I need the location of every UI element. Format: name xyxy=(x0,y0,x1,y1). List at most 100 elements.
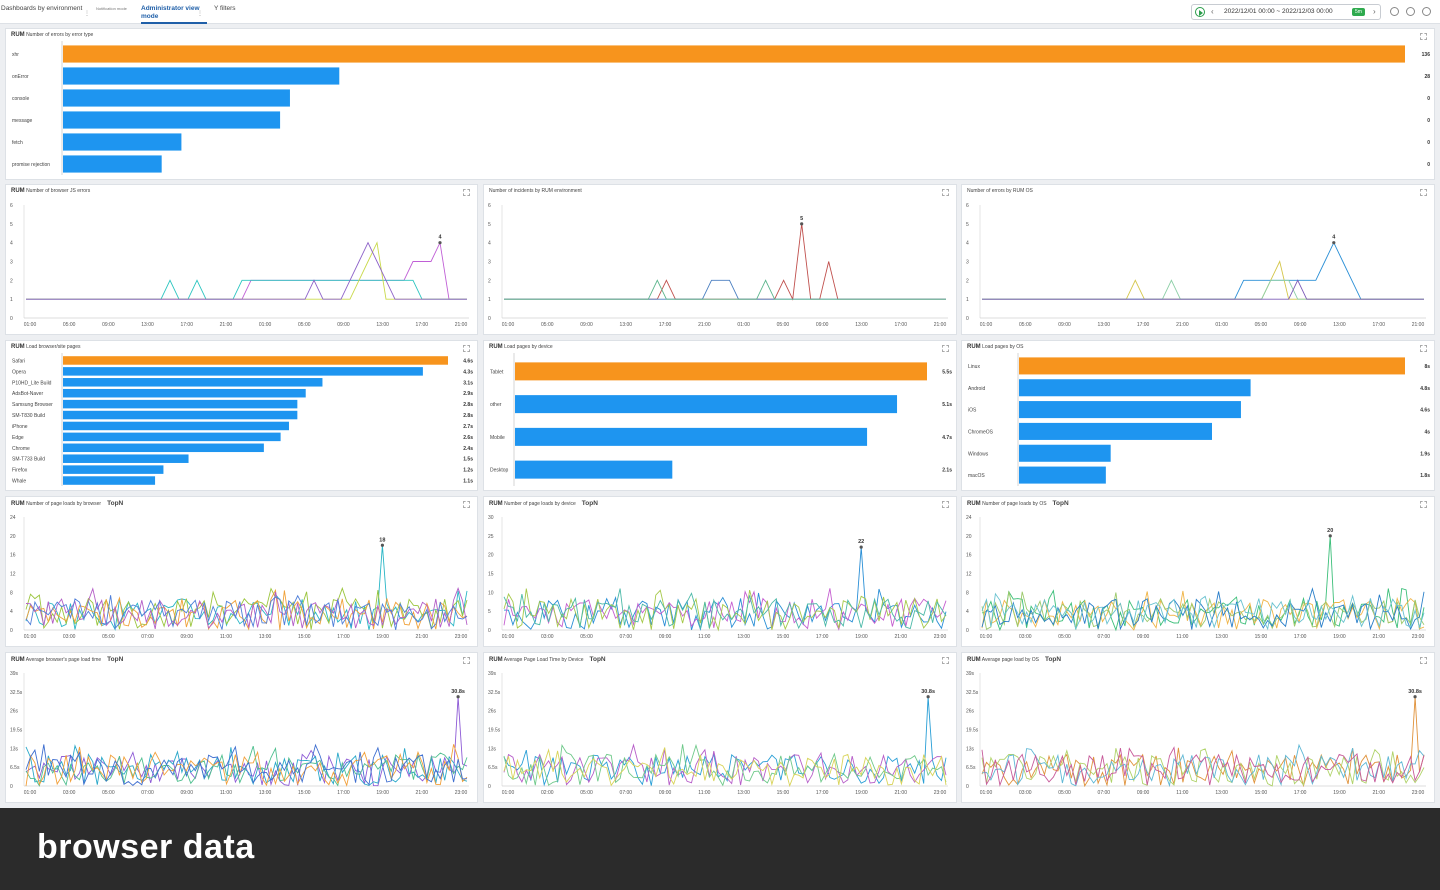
y-tick-label: 1 xyxy=(10,297,13,303)
category-label: Safari xyxy=(12,358,25,364)
y-tick-label: 12 xyxy=(966,572,972,578)
category-label: onError xyxy=(12,74,29,80)
tab-notification-mode[interactable]: Notification mode xyxy=(96,6,127,11)
y-tick-label: 30 xyxy=(488,515,494,521)
y-tick-label: 13s xyxy=(966,746,975,752)
topn-label[interactable]: TopN xyxy=(589,656,606,663)
y-tick-label: 4 xyxy=(10,609,13,615)
top-bar: Dashboards by environment ⋮ Notification… xyxy=(0,0,1440,24)
tab-more-icon[interactable]: ⋮ xyxy=(197,11,203,17)
y-tick-label: 5 xyxy=(966,222,969,228)
expand-icon[interactable] xyxy=(1420,501,1427,508)
x-tick-label: 09:00 xyxy=(337,322,350,328)
x-tick-label: 15:00 xyxy=(1255,634,1268,640)
category-label: promise rejection xyxy=(12,162,50,168)
series-line xyxy=(25,743,468,786)
refresh-icon[interactable] xyxy=(1406,7,1415,16)
chart-errors-by-os: 0 1 2 3 4 5 6 01:00 05:00 09:00 13:00 17:00 21:00 01:… xyxy=(966,203,1426,328)
topn-label[interactable]: TopN xyxy=(581,500,598,507)
y-tick-label: 4 xyxy=(966,241,969,247)
y-tick-label: 0 xyxy=(966,784,969,790)
more-icon[interactable] xyxy=(1422,7,1431,16)
topn-label[interactable]: TopN xyxy=(107,656,124,663)
expand-icon[interactable] xyxy=(1420,345,1427,352)
chart-incidents-by-env: 0 1 2 3 4 5 6 01:00 05:00 09:00 13:00 17:00 21:00 01:… xyxy=(488,203,948,328)
x-tick-label: 07:00 xyxy=(1098,790,1111,796)
expand-icon[interactable] xyxy=(1420,189,1427,196)
x-tick-label: 07:00 xyxy=(141,790,154,796)
y-tick-label: 19.5s xyxy=(966,728,979,734)
x-tick-label: 23:00 xyxy=(1412,634,1425,640)
series-line xyxy=(26,241,467,300)
expand-icon[interactable] xyxy=(1420,657,1427,664)
expand-icon[interactable] xyxy=(1420,33,1427,40)
x-tick-label: 23:00 xyxy=(455,790,468,796)
expand-icon[interactable] xyxy=(463,501,470,508)
x-tick-label: 17:00 xyxy=(1294,790,1307,796)
x-tick-label: 05:00 xyxy=(1019,322,1032,328)
tab-dashboards-by-environment[interactable]: Dashboards by environment xyxy=(1,5,83,12)
series-line xyxy=(25,588,468,631)
expand-icon[interactable] xyxy=(463,657,470,664)
tab-administrator-view-mode[interactable]: Administrator view mode xyxy=(141,0,207,24)
y-tick-label: 20 xyxy=(488,553,494,559)
x-tick-label: 17:00 xyxy=(1372,322,1385,328)
series-line xyxy=(25,594,468,630)
peak-value-label: 4 xyxy=(438,235,442,241)
time-range-text[interactable]: 2022/12/01 00:00 ~ 2022/12/03 00:00 xyxy=(1224,8,1333,15)
category-label: Chrome xyxy=(12,446,30,452)
series-line xyxy=(503,696,947,787)
category-label: Linux xyxy=(968,364,980,370)
y-tick-label: 5 xyxy=(488,222,491,228)
category-label: other xyxy=(490,402,502,408)
expand-icon[interactable] xyxy=(942,501,949,508)
y-tick-label: 0 xyxy=(10,316,13,322)
bar-value-label: 2.7s xyxy=(463,424,473,430)
x-tick-label: 11:00 xyxy=(698,790,710,796)
bar xyxy=(1019,422,1212,440)
live-interval-badge[interactable]: 5m xyxy=(1352,8,1365,16)
expand-icon[interactable] xyxy=(942,345,949,352)
y-tick-label: 15 xyxy=(488,572,494,578)
bar-value-label: 2.9s xyxy=(463,391,473,397)
expand-icon[interactable] xyxy=(463,189,470,196)
topn-label[interactable]: TopN xyxy=(107,500,124,507)
x-tick-label: 09:00 xyxy=(102,322,115,328)
x-tick-label: 17:00 xyxy=(337,790,350,796)
x-tick-label: 13:00 xyxy=(855,322,868,328)
x-tick-label: 05:00 xyxy=(777,322,790,328)
series-line xyxy=(25,587,468,630)
peak-value-label: 5 xyxy=(800,216,803,222)
peak-value-label: 20 xyxy=(1327,528,1333,534)
chevron-left-icon[interactable]: ‹ xyxy=(1211,7,1214,16)
category-label: Desktop xyxy=(490,468,509,474)
topn-label[interactable]: TopN xyxy=(1052,500,1069,507)
peak-marker xyxy=(926,695,930,699)
time-range-picker[interactable]: ‹ 2022/12/01 00:00 ~ 2022/12/03 00:00 5m… xyxy=(1191,4,1381,20)
y-tick-label: 32.5s xyxy=(10,690,23,696)
x-tick-label: 07:00 xyxy=(1098,634,1111,640)
series-line xyxy=(981,743,1425,788)
chart-count-by-os: 0 4 8 12 16 20 24 01:00 03:00 05:00 07:00 09:00 11:0… xyxy=(966,515,1426,640)
chevron-right-icon[interactable]: › xyxy=(1373,7,1376,16)
tab-filters[interactable]: Y filters xyxy=(214,5,236,12)
x-tick-label: 11:00 xyxy=(1176,634,1188,640)
topn-label[interactable]: TopN xyxy=(1044,656,1062,663)
category-label: iOS xyxy=(968,408,977,414)
panel-title: RUM Load browser/site pages xyxy=(11,344,81,350)
chart-errors-by-browser: 0 1 2 3 4 5 6 01:00 05:00 09:00 13:00 17:00 21:00 01:… xyxy=(10,203,469,328)
x-tick-label: 05:00 xyxy=(63,322,76,328)
play-icon[interactable] xyxy=(1195,7,1205,17)
category-label: AdsBot-Naver xyxy=(12,391,43,397)
chart-load-by-browser: Safari 4.6s Opera 4.3s P10HD_Lite Build 3.1s A… xyxy=(12,353,473,486)
bar xyxy=(1019,444,1111,462)
peak-marker xyxy=(438,241,442,245)
expand-icon[interactable] xyxy=(942,657,949,664)
series-line xyxy=(981,746,1425,787)
x-tick-label: 23:00 xyxy=(934,634,947,640)
expand-icon[interactable] xyxy=(942,189,949,196)
x-tick-label: 17:00 xyxy=(1294,634,1307,640)
y-tick-label: 19.5s xyxy=(488,728,501,734)
expand-icon[interactable] xyxy=(463,345,470,352)
settings-icon[interactable] xyxy=(1390,7,1399,16)
